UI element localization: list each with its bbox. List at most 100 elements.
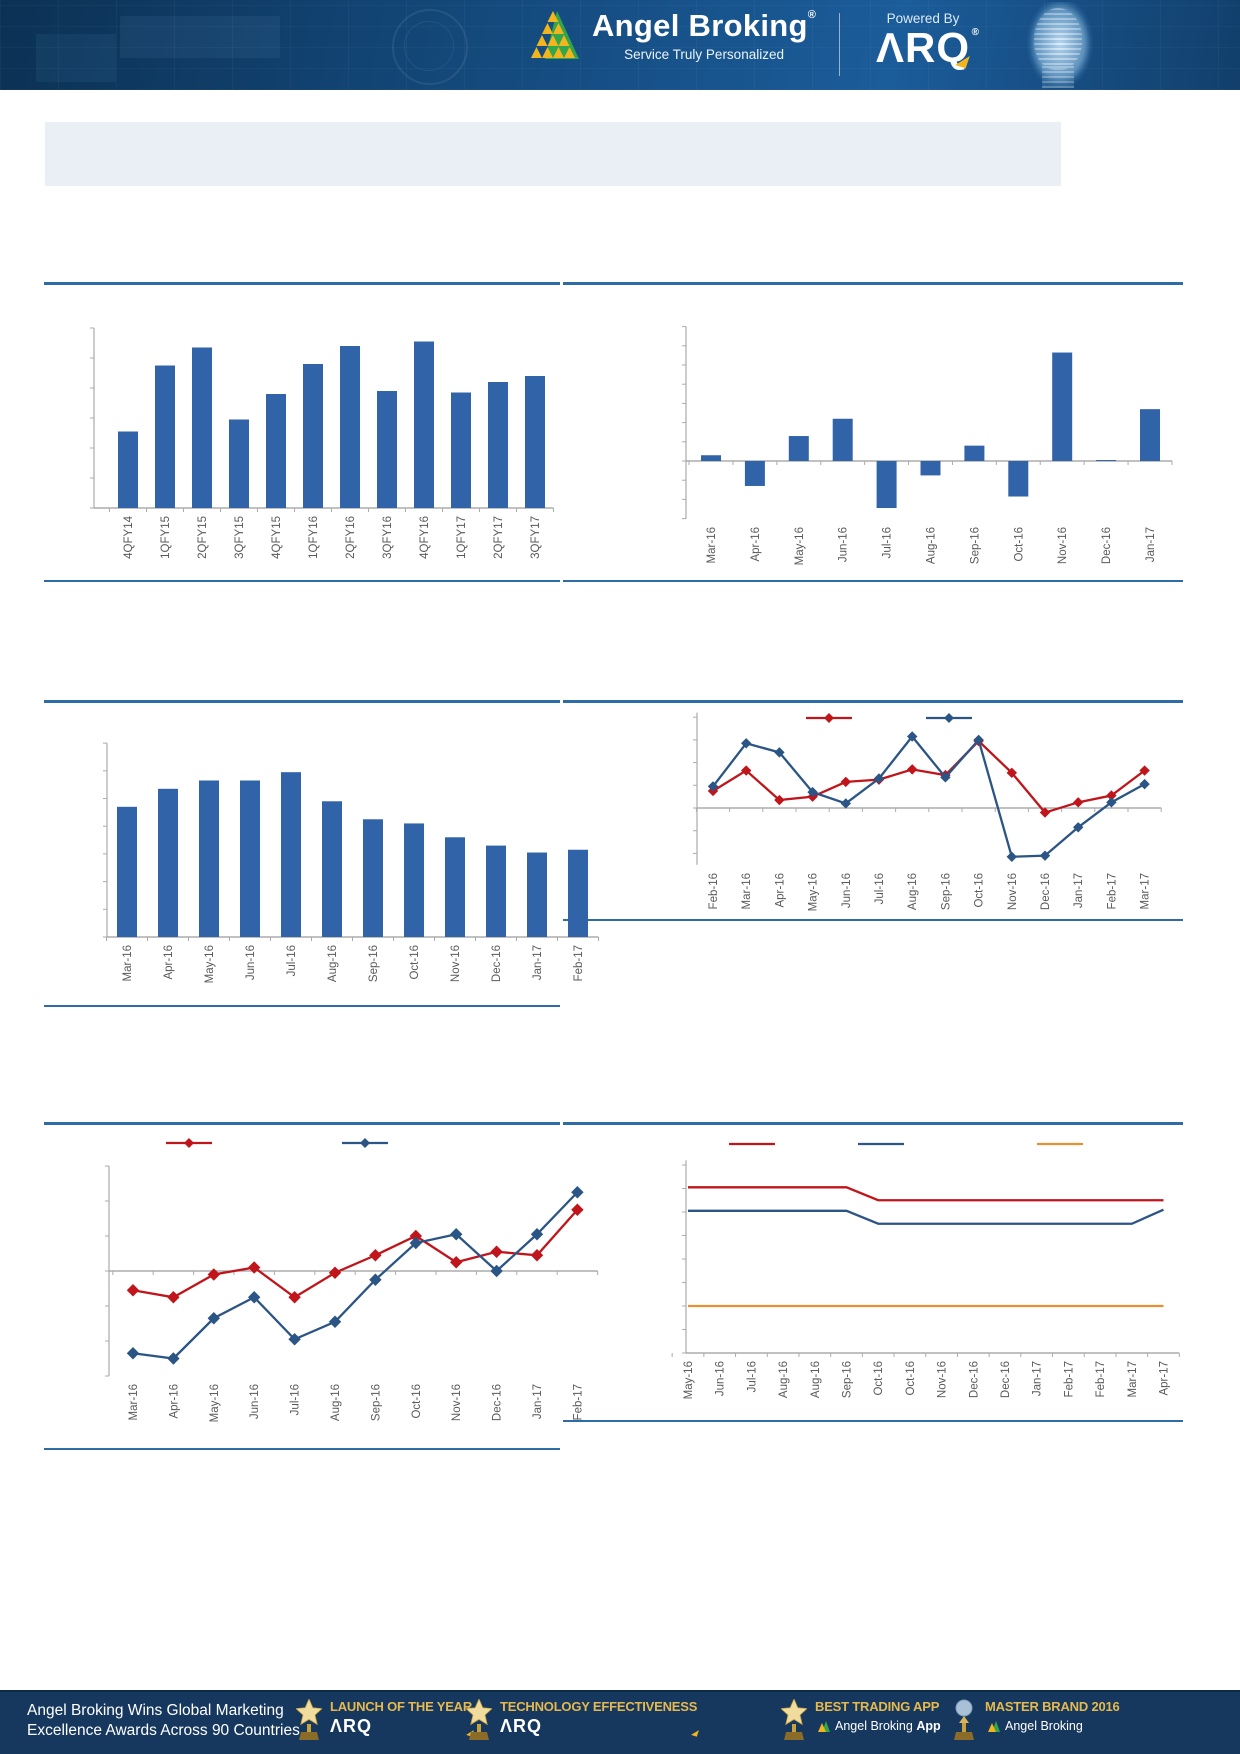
chart-dual-line-trend: Mar-16 Apr-16 May-16 Jun-16 Jul-16 Aug-16 Sep-… — [105, 1165, 599, 1422]
svg-text:2QFY16: 2QFY16 — [345, 516, 357, 559]
svg-text:Jun-16: Jun-16 — [715, 1361, 727, 1396]
header-texture-block — [36, 34, 116, 82]
svg-text:Aug-16: Aug-16 — [327, 945, 339, 982]
legend-swatch-navy — [858, 1137, 904, 1156]
svg-text:1QFY17: 1QFY17 — [456, 516, 468, 559]
arq-head-graphic — [1006, 2, 1110, 88]
svg-text:Jan-17: Jan-17 — [1073, 873, 1085, 908]
svg-text:Mar-17: Mar-17 — [1140, 873, 1152, 909]
header-divider — [839, 13, 840, 76]
svg-text:Feb-17: Feb-17 — [1095, 1361, 1107, 1397]
chart-bottom-rule — [44, 580, 560, 582]
svg-text:May-16: May-16 — [808, 873, 820, 911]
angel-broking-brand: Angel Broking® Service Truly Personalize… — [531, 8, 817, 62]
angel-broking-pyramid-logo-icon — [531, 11, 579, 59]
svg-text:Oct-16: Oct-16 — [873, 1361, 885, 1396]
award-technology-effectiveness: TECHNOLOGY EFFECTIVENESS ΛRQ — [466, 1699, 700, 1745]
svg-text:Apr-16: Apr-16 — [750, 527, 762, 562]
award-launch-of-the-year: LAUNCH OF THE YEAR ΛRQ — [296, 1699, 474, 1745]
svg-text:Feb-17: Feb-17 — [572, 1384, 584, 1420]
svg-text:Dec-16: Dec-16 — [968, 1361, 980, 1398]
svg-text:Dec-16: Dec-16 — [1101, 527, 1113, 564]
svg-text:Jul-16: Jul-16 — [746, 1361, 758, 1392]
arq-block: Powered By ΛRQ ® — [856, 11, 990, 70]
arq-logo: ΛRQ ® — [875, 24, 980, 71]
registered-mark: ® — [807, 9, 817, 21]
svg-text:3QFY16: 3QFY16 — [382, 516, 394, 559]
svg-text:1QFY16: 1QFY16 — [308, 516, 320, 559]
svg-text:Aug-16: Aug-16 — [926, 527, 938, 564]
svg-text:Mar-17: Mar-17 — [1127, 1361, 1139, 1397]
award-title: TECHNOLOGY EFFECTIVENESS — [500, 1699, 698, 1714]
brand-tagline: Service Truly Personalized — [624, 46, 784, 62]
chart-title-rule — [44, 282, 560, 285]
chart-bottom-rule — [44, 1005, 560, 1007]
header-texture-ring — [404, 21, 454, 71]
svg-text:Jul-16: Jul-16 — [874, 873, 886, 904]
chart-monthly-net-bars: Mar-16 Apr-16 May-16 Jun-16 Jul-16 Aug-16 Sep-… — [682, 326, 1173, 565]
svg-text:Jul-16: Jul-16 — [290, 1384, 302, 1415]
svg-text:2QFY17: 2QFY17 — [493, 516, 505, 559]
svg-text:Jun-16: Jun-16 — [838, 527, 850, 562]
chart-monthly-bars: Mar-16 Apr-16 May-16 Jun-16 Jul-16 Aug-16 Sep-… — [103, 742, 599, 983]
svg-text:Oct-16: Oct-16 — [411, 1384, 423, 1419]
angel-mini-logo-icon — [988, 1720, 1000, 1732]
svg-text:Aug-16: Aug-16 — [330, 1384, 342, 1421]
header: Angel Broking® Service Truly Personalize… — [0, 0, 1240, 90]
footer-headline: Angel Broking Wins Global Marketing Exce… — [27, 1701, 300, 1741]
chart-title-rule — [44, 700, 560, 703]
star-trophy-icon — [296, 1699, 322, 1740]
award-brand-line: Angel Broking — [985, 1719, 1120, 1733]
svg-text:Dec-16: Dec-16 — [1000, 1361, 1012, 1398]
chart-title-rule — [563, 700, 1183, 703]
svg-text:Oct-16: Oct-16 — [409, 945, 421, 980]
svg-text:May-16: May-16 — [209, 1384, 221, 1422]
registered-mark: ® — [971, 27, 980, 38]
award-brand-line: Angel Broking App — [815, 1719, 941, 1733]
star-trophy-icon — [466, 1699, 492, 1740]
svg-text:Feb-17: Feb-17 — [573, 945, 585, 981]
svg-text:May-16: May-16 — [794, 527, 806, 565]
title-banner — [45, 122, 1061, 186]
award-arq-logo: ΛRQ — [330, 1716, 474, 1737]
svg-text:Apr-16: Apr-16 — [168, 1384, 180, 1419]
svg-text:Jun-16: Jun-16 — [841, 873, 853, 908]
chart-title-rule — [44, 1122, 560, 1125]
svg-text:4QFY15: 4QFY15 — [271, 516, 283, 559]
footer-headline-line2: Excellence Awards Across 90 Countries — [27, 1722, 300, 1740]
legend-swatch-red — [166, 1136, 212, 1155]
award-master-brand-2016: MASTER BRAND 2016 Angel Broking — [951, 1699, 1120, 1745]
svg-text:Oct-16: Oct-16 — [1013, 527, 1025, 562]
svg-text:Sep-16: Sep-16 — [368, 945, 380, 982]
svg-text:Nov-16: Nov-16 — [1057, 527, 1069, 564]
svg-text:Mar-16: Mar-16 — [128, 1384, 140, 1420]
award-arq-logo: ΛRQ — [500, 1716, 700, 1737]
svg-text:Jun-16: Jun-16 — [249, 1384, 261, 1419]
header-texture-ring — [392, 9, 468, 85]
chart-bottom-rule — [563, 1420, 1183, 1422]
svg-text:Sep-16: Sep-16 — [940, 873, 952, 910]
svg-text:Aug-16: Aug-16 — [907, 873, 919, 910]
svg-text:Jul-16: Jul-16 — [286, 945, 298, 976]
brand-name: Angel Broking® — [592, 8, 817, 43]
svg-text:Apr-17: Apr-17 — [1159, 1361, 1171, 1396]
chart-rates-step-lines: May-16 Jun-16 Jul-16 Aug-16 Aug-16 Sep-16 Oct-… — [671, 1160, 1180, 1399]
svg-text:Jan-17: Jan-17 — [532, 1384, 544, 1419]
header-texture-block — [120, 16, 280, 58]
svg-text:Oct-16: Oct-16 — [974, 873, 986, 908]
legend-swatch-navy — [342, 1136, 388, 1155]
svg-text:4QFY14: 4QFY14 — [123, 515, 135, 558]
svg-text:Jan-17: Jan-17 — [1032, 1361, 1044, 1396]
award-title: LAUNCH OF THE YEAR — [330, 1699, 473, 1714]
svg-text:Dec-16: Dec-16 — [1040, 873, 1052, 910]
svg-text:Mar-16: Mar-16 — [741, 873, 753, 909]
svg-text:Oct-16: Oct-16 — [905, 1361, 917, 1396]
svg-text:Feb-16: Feb-16 — [708, 873, 720, 909]
svg-text:Aug-16: Aug-16 — [778, 1361, 790, 1398]
svg-text:Jan-17: Jan-17 — [1145, 527, 1157, 562]
award-title: BEST TRADING APP — [815, 1699, 940, 1714]
svg-text:Sep-16: Sep-16 — [842, 1361, 854, 1398]
award-best-trading-app: BEST TRADING APP Angel Broking App — [781, 1699, 941, 1745]
arq-wedge-icon — [691, 1728, 700, 1737]
globe-trophy-icon — [954, 1699, 974, 1740]
